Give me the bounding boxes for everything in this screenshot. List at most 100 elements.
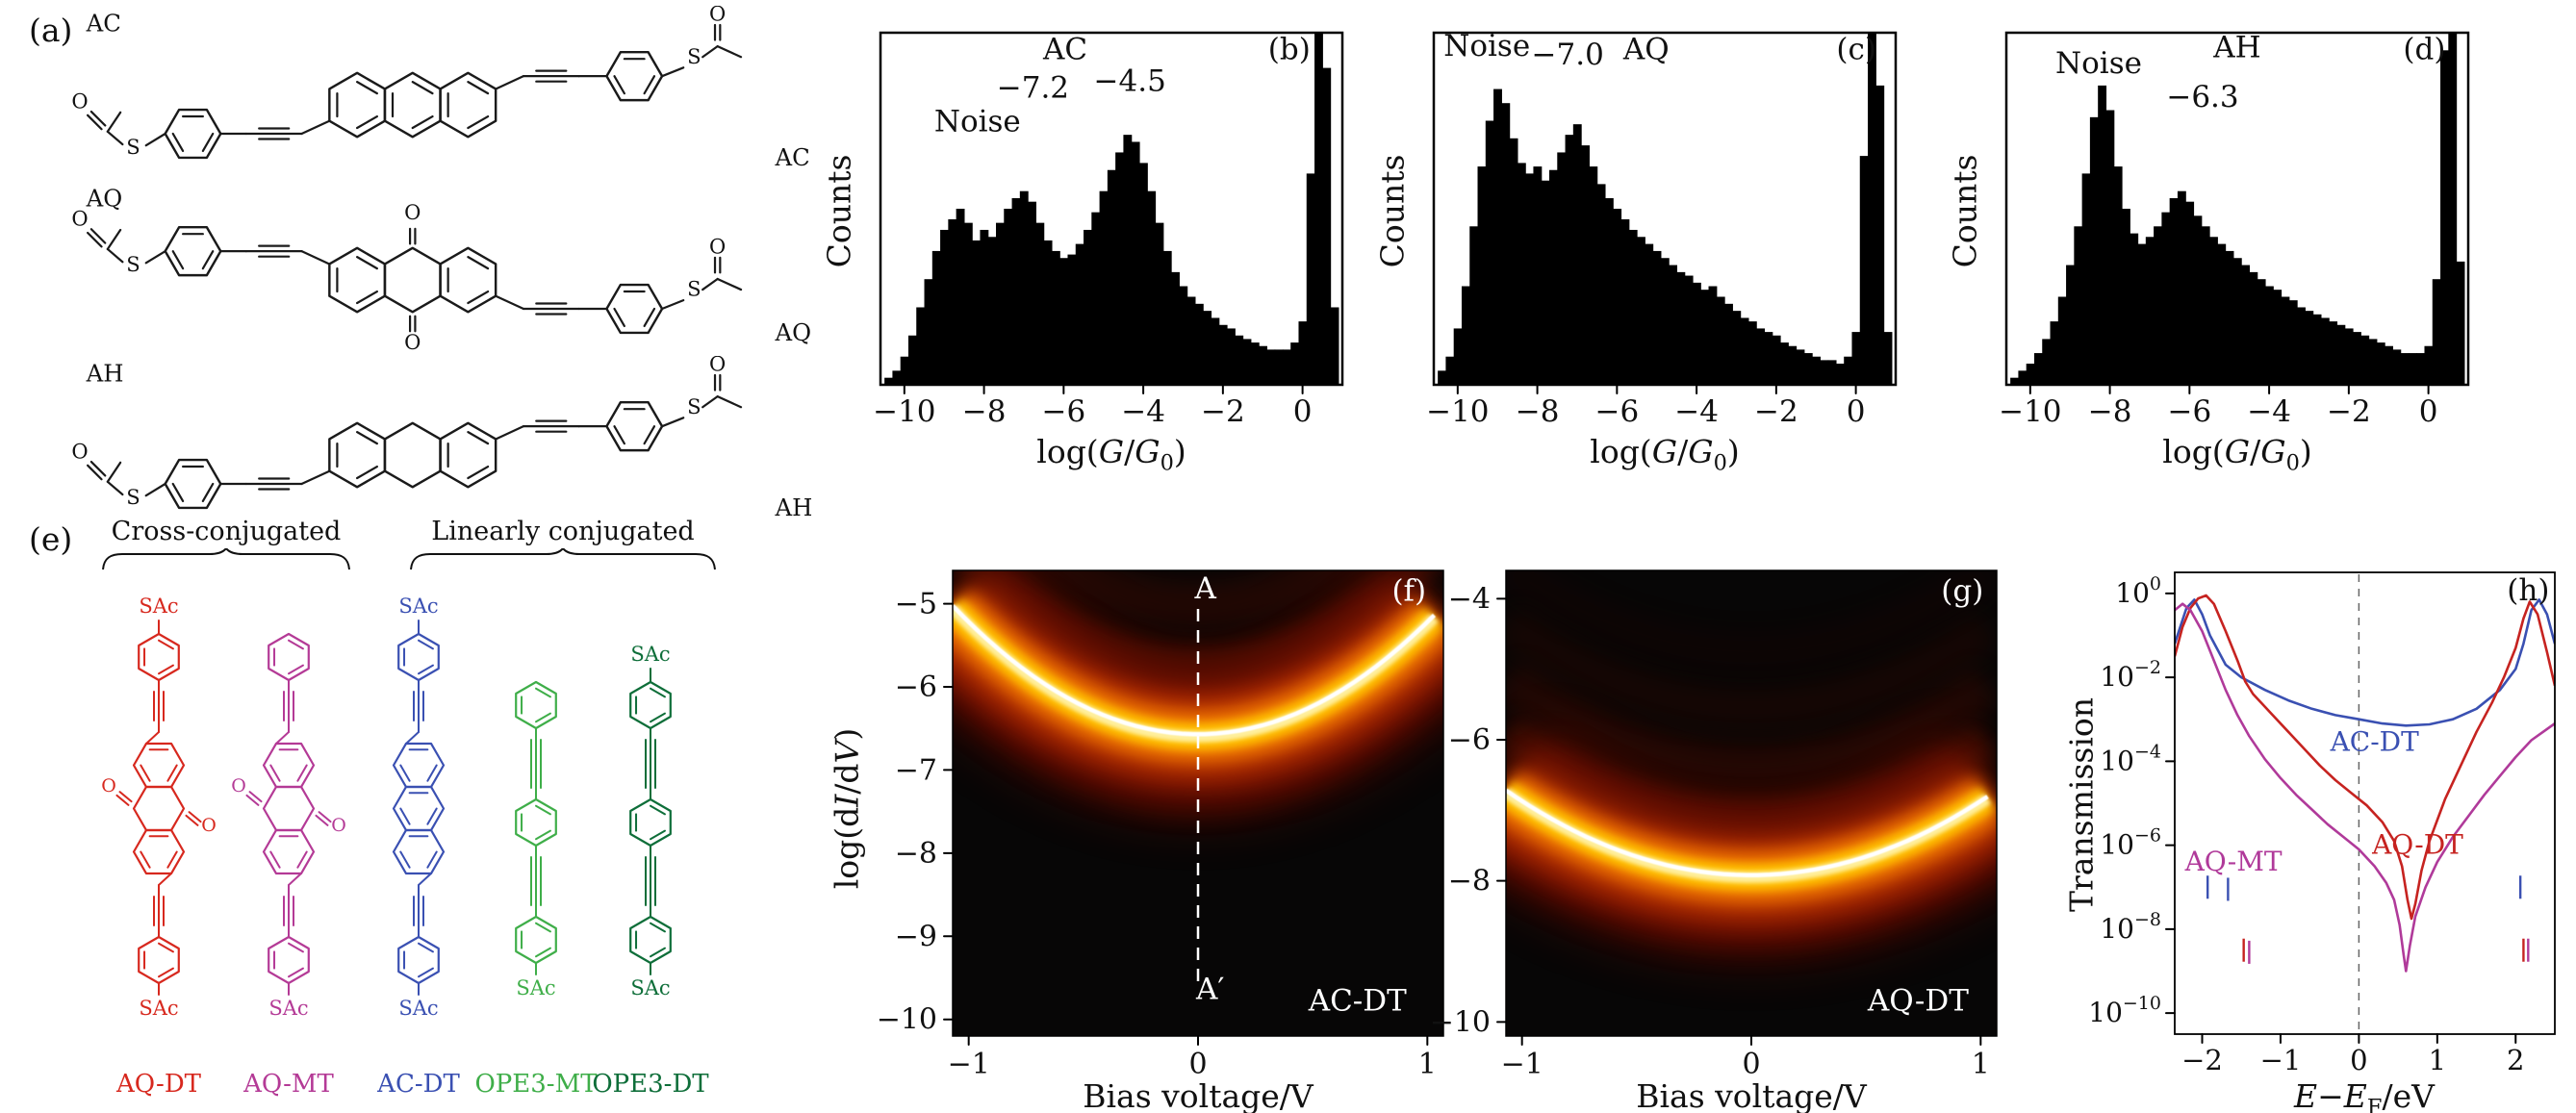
svg-text:AC: AC [775,143,810,171]
svg-text:(f): (f) [1391,573,1426,608]
svg-text:−10: −10 [877,1003,937,1037]
svg-text:AQ: AQ [86,185,123,213]
svg-text:AC: AC [1042,32,1087,66]
svg-text:10−2: 10−2 [2100,657,2161,693]
histogram-bars [1438,33,1893,386]
annotations: (g) AQ-DT [1867,573,1983,1018]
xaxis-label-h: E−EF/eV [2294,1077,2435,1113]
svg-text:−8: −8 [962,394,1007,429]
svg-text:2: 2 [2507,1044,2524,1076]
svg-text:AQ-DT: AQ-DT [2371,828,2463,860]
heatmap-panel-g: −4−6−8−10−1 0 1(g)AQ-DT [1430,569,1998,1081]
svg-text:O: O [71,207,88,231]
molecule-drawing: O O SAc [231,632,346,1020]
svg-text:0: 0 [1742,1048,1760,1081]
plot-frame [2004,31,2470,387]
histogram-panel-d: −10 −8 −6 −4 −2 0 Noise −6.3 AH (d) [1999,31,2470,429]
molecule-drawing: SAc SAc [629,643,672,999]
svg-text:SAc: SAc [630,976,670,999]
svg-text:1: 1 [2429,1044,2446,1076]
curve-aq-mt [2175,602,2555,973]
annotations: A (f) A′ AC-DT [1193,571,1426,1018]
panel-e-tag: (e) [29,520,73,558]
histogram-panel-c: −10 −8 −6 −4 −2 0 Noise −7.0 AQ (c) [1426,29,1898,429]
svg-text:(g): (g) [1941,573,1983,608]
svg-text:−7.2: −7.2 [997,71,1069,106]
heatmap-band [1506,570,1997,957]
svg-text:(c): (c) [1836,32,1876,66]
group-label-linearly-conjugated: Linearly conjugated [431,517,695,546]
svg-text:−10: −10 [1999,394,2061,429]
svg-text:SAc: SAc [139,594,178,618]
x-axis-ticks: −10 −8 −6 −4 −2 0 [873,384,1312,429]
svg-text:10−8: 10−8 [2100,909,2161,945]
svg-text:−5: −5 [895,588,937,621]
molecule-name-ope3-mt: OPE3-MT [474,1070,598,1099]
svg-text:Noise: Noise [2055,46,2142,81]
svg-text:O: O [101,775,116,797]
plot-frame [879,31,1344,387]
svg-text:S: S [687,394,701,418]
histogram-bars [2010,33,2465,386]
heatmap-band [953,570,1443,817]
svg-text:O: O [201,815,217,836]
svg-text:−4: −4 [2247,394,2291,429]
molecule-name-ac-dt: AC-DT [377,1070,460,1099]
svg-text:−4: −4 [1448,582,1491,616]
svg-text:AC-DT: AC-DT [1308,983,1407,1018]
molecule-drawing: SAc [515,680,557,999]
svg-text:−8: −8 [1516,394,1560,429]
svg-text:−2: −2 [1754,394,1798,429]
molecule-structure-aq-dt: SAc O O SAc [101,594,217,1020]
svg-text:−6: −6 [1594,394,1639,429]
svg-text:O: O [331,815,346,836]
svg-text:−10: −10 [873,394,935,429]
x-axis-ticks: −10 −8 −6 −4 −2 0 [1999,384,2437,429]
annotations: Noise −6.3 AH (d) [2055,31,2445,114]
annotations: (h) [2507,573,2549,608]
svg-text:10−4: 10−4 [2100,741,2161,776]
svg-text:−1: −1 [1501,1048,1543,1081]
molecule-name-aq-dt: AQ-DT [115,1070,202,1099]
transmission-curves [2175,594,2555,973]
svg-text:O: O [709,356,726,376]
brace-cross-conjugated [102,548,350,570]
svg-text:AH: AH [2212,31,2260,65]
svg-text:S: S [687,277,701,301]
svg-text:SAc: SAc [268,997,308,1020]
svg-text:−1: −1 [2260,1044,2302,1076]
xaxis-label-f: Bias voltage/V [1083,1077,1314,1113]
molecule-structure-ope3-dt: SAc SAc [629,643,672,999]
svg-text:−4: −4 [1121,394,1165,429]
svg-text:−2: −2 [1201,394,1245,429]
svg-text:0: 0 [2350,1044,2367,1076]
svg-text:−2: −2 [2327,394,2371,429]
heatmap-panel-f: −5−6−7−8−9−10−1 0 1A (f)A′ AC-DT [877,569,1444,1081]
svg-text:A: A [1193,571,1216,606]
svg-text:−9: −9 [895,920,937,953]
annotations: Noise −7.0 AQ (c) [1443,29,1876,72]
xaxis-label-g: Bias voltage/V [1636,1077,1867,1113]
svg-text:−6: −6 [1041,394,1085,429]
molecule-drawing: SAc O O SAc [101,594,217,1020]
panel-a-tag: (a) [29,12,73,49]
svg-text:O: O [404,200,421,224]
molecule-structure-ac-dt: SAc SAc [392,594,446,1020]
svg-text:AH: AH [775,493,813,521]
svg-text:0: 0 [1188,1048,1207,1081]
svg-text:(d): (d) [2403,32,2445,66]
svg-text:−8: −8 [895,837,937,871]
svg-text:−6.3: −6.3 [2166,80,2238,114]
svg-text:−10: −10 [1430,1005,1491,1039]
transmission-panel-h: 100 10−2 10−4 10−6 10−8 10−10 −2 −1 0 1 2 AC-DT AQ-D… [2088,571,2556,1076]
svg-text:O: O [709,234,726,258]
svg-text:S: S [126,135,140,159]
histogram-bars [884,33,1339,385]
svg-text:−7.0: −7.0 [1532,38,1604,72]
svg-text:AQ: AQ [1622,32,1670,66]
